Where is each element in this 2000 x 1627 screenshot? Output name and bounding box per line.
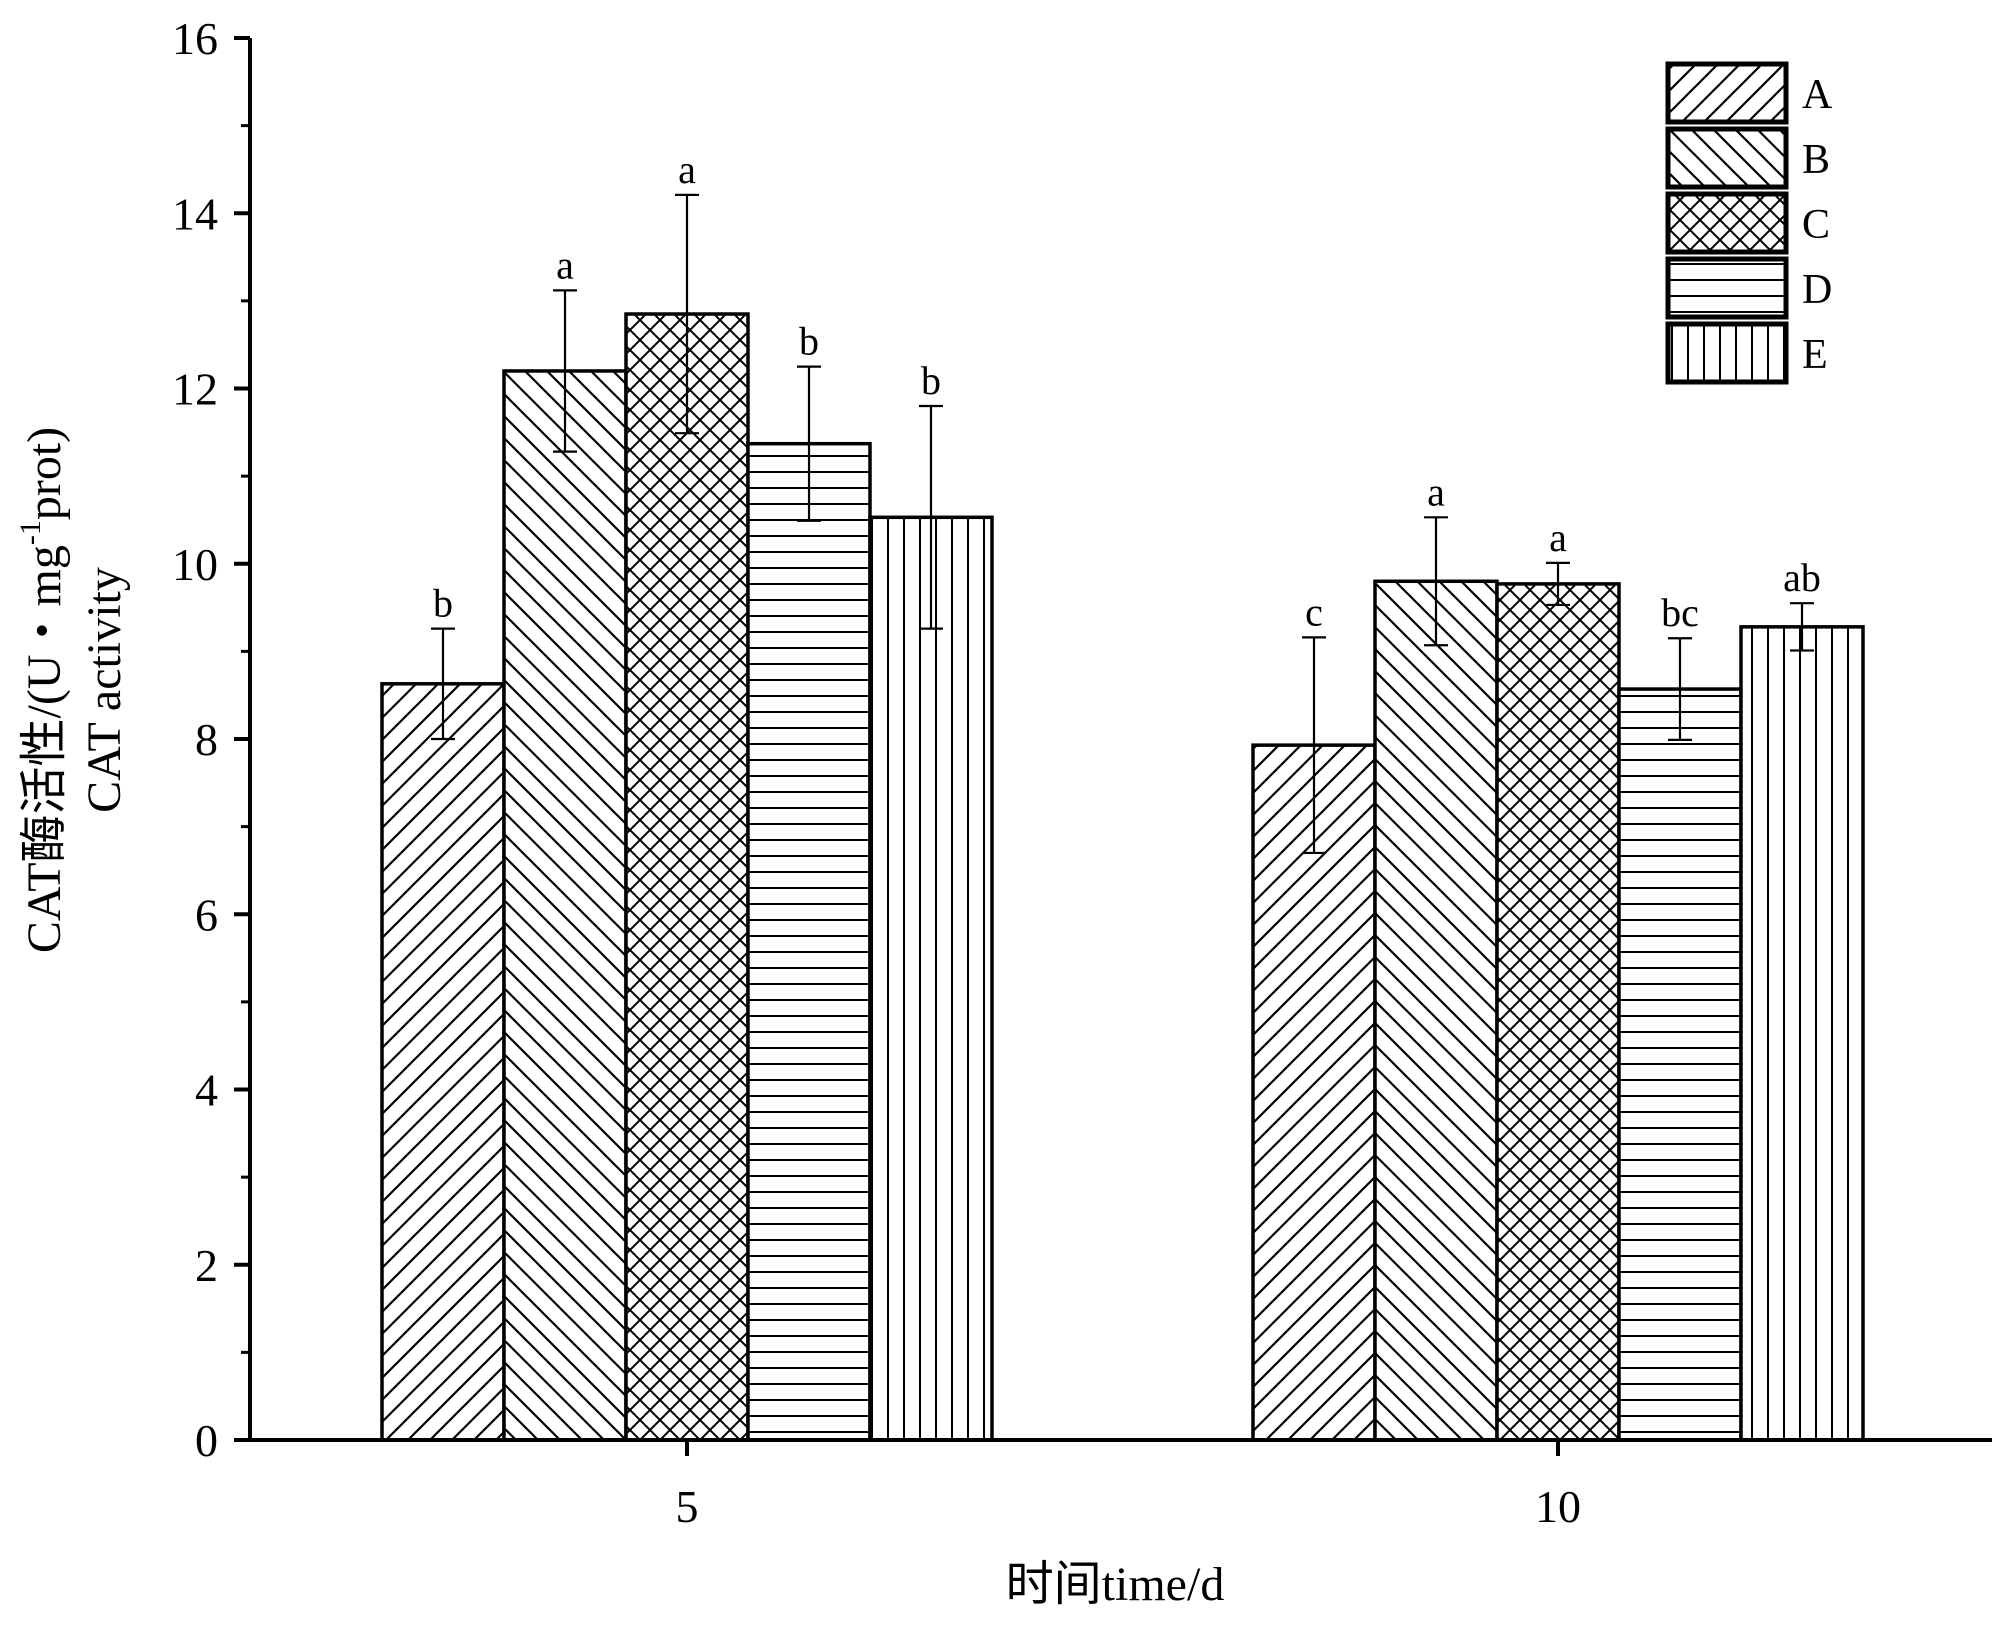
y-ticks-layer: 0 2 4 6 8 10 12 14 16 — [172, 13, 250, 1466]
significance-letter: bc — [1661, 590, 1699, 635]
x-ticks-layer: 5 10 — [676, 1440, 1581, 1532]
bar-B-5 — [502, 369, 628, 1442]
y-tick-label: 6 — [195, 889, 218, 940]
y-axis-title-line1: CAT酶活性/(U・mg-1prot) — [14, 427, 71, 953]
bar-A-10 — [1251, 743, 1377, 1442]
significance-letter: a — [556, 242, 574, 287]
x-tick-label: 5 — [676, 1481, 699, 1532]
bar-A-5 — [380, 682, 506, 1442]
bar-B-10 — [1373, 579, 1499, 1442]
legend-label-A: A — [1802, 72, 1833, 118]
bar-D-5 — [746, 441, 872, 1442]
significance-letter: b — [799, 319, 819, 364]
y-tick-label: 12 — [172, 364, 218, 415]
bars-layer — [380, 312, 1865, 1442]
significance-letter: a — [678, 147, 696, 192]
bar-E-5 — [868, 515, 994, 1442]
y-axis-title: CAT酶活性/(U・mg-1prot) CAT activity — [14, 427, 131, 953]
significance-letter: c — [1305, 589, 1323, 634]
significance-letter: ab — [1783, 555, 1821, 600]
y-tick-label: 4 — [195, 1065, 218, 1116]
legend-swatch-E — [1665, 321, 1789, 385]
legend-label-C: C — [1802, 202, 1830, 248]
legend-swatch-A — [1665, 61, 1789, 125]
bar-C-10 — [1495, 582, 1621, 1442]
bar-C-5 — [624, 312, 750, 1442]
y-tick-label: 2 — [195, 1240, 218, 1291]
y-axis-title-line2: CAT activity — [78, 567, 131, 813]
legend-swatch-D — [1665, 256, 1789, 320]
legend-label-D: D — [1802, 267, 1832, 313]
legend-label-E: E — [1802, 332, 1828, 378]
x-tick-label: 10 — [1535, 1481, 1581, 1532]
significance-letter: a — [1427, 469, 1445, 514]
y-axis-title-superscript: -1 — [14, 520, 47, 545]
error-bars-layer — [431, 193, 1814, 855]
legend-swatch-C — [1665, 191, 1789, 255]
y-tick-label: 16 — [172, 13, 218, 64]
legend-swatch-B — [1665, 126, 1789, 190]
y-tick-label: 14 — [172, 188, 218, 239]
y-axis-title-main: CAT酶活性/(U・mg — [18, 545, 71, 953]
y-tick-label: 8 — [195, 714, 218, 765]
significance-letter: b — [921, 358, 941, 403]
legend-label-B: B — [1802, 137, 1830, 183]
bar-D-10 — [1617, 687, 1743, 1442]
bar-E-10 — [1739, 625, 1865, 1442]
y-tick-label: 0 — [195, 1415, 218, 1466]
y-tick-label: 10 — [172, 539, 218, 590]
x-axis-title: 时间time/d — [1006, 1558, 1225, 1611]
y-axis-title-end: prot) — [18, 427, 71, 520]
significance-letter: b — [433, 581, 453, 626]
significance-letter: a — [1549, 515, 1567, 560]
